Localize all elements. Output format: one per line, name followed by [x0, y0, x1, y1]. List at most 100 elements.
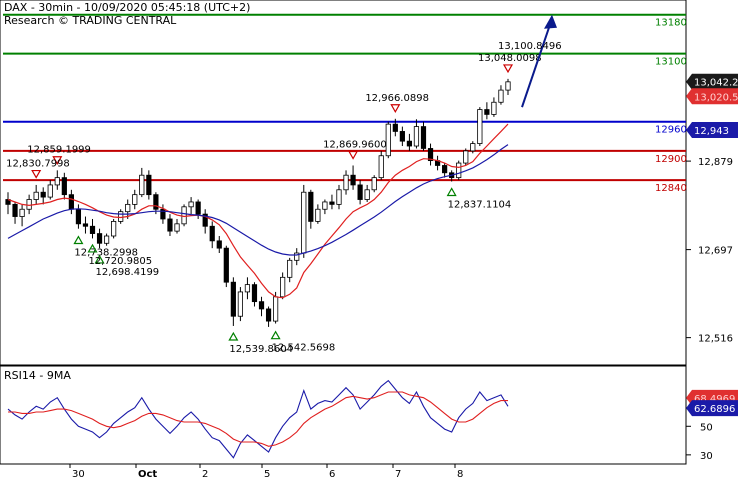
candle-body — [322, 201, 328, 210]
candle-body — [132, 194, 138, 205]
annotation-low: 12,837.1104 — [446, 187, 512, 210]
level-label-12840: 12840 — [655, 183, 687, 194]
candle — [280, 272, 286, 300]
candle — [406, 133, 413, 151]
candle-body — [491, 101, 497, 115]
target-arrow-line — [521, 18, 553, 108]
candle-body — [273, 296, 279, 322]
annotation-label: 12,738.2998 — [74, 248, 138, 259]
candle-body — [301, 191, 307, 254]
price-tag-blue: 12,943 — [686, 121, 738, 138]
candle-body — [498, 89, 504, 103]
annotation-high: 12,966.0898 — [365, 93, 429, 113]
candle — [392, 118, 398, 137]
price-tag-blue: 62.6896 — [686, 400, 738, 417]
candle-body — [223, 247, 229, 283]
candle-body — [392, 123, 398, 132]
candle — [118, 209, 124, 224]
candle-body — [308, 191, 314, 222]
annotation-label: 12,830.7998 — [6, 159, 70, 170]
candle-body — [484, 109, 490, 115]
price-annotations: 12,859.1999 12,869.9600 12,738.2998 12,698.… — [6, 53, 541, 355]
high-marker-icon — [52, 156, 63, 165]
candle-body — [103, 235, 110, 244]
annotation-label: 12,720.9805 — [89, 256, 153, 267]
candle — [26, 194, 32, 215]
candle-body — [399, 131, 405, 142]
candle-body — [82, 223, 89, 227]
ma-line-fast — [7, 123, 509, 299]
candle — [111, 218, 117, 239]
candle — [209, 221, 215, 249]
annotation-label: 12,869.9600 — [323, 139, 387, 150]
chart-title: DAX - 30min - 10/09/2020 05:45:18 (UTC+2… — [4, 1, 250, 14]
high-marker-icon — [348, 150, 359, 160]
candle-body — [146, 174, 152, 196]
rsi-plot-frame — [0, 365, 687, 465]
x-tick-label: 5 — [264, 469, 270, 480]
candle — [336, 184, 342, 210]
candle — [322, 199, 328, 215]
candle-body — [315, 208, 321, 222]
price-tag-text: 13,042.2 — [694, 78, 739, 89]
candle — [82, 216, 89, 234]
candle-body — [477, 109, 483, 144]
y-tick-label: 12,879 — [698, 157, 733, 168]
candle-body — [230, 281, 236, 317]
moving-average-lines — [7, 123, 509, 299]
candle-body — [336, 189, 342, 205]
candle — [308, 189, 314, 229]
candle-body — [456, 162, 462, 179]
annotation-label: 13,048.0098 — [478, 53, 542, 64]
price-tag-text: 13,020.5 — [694, 92, 739, 103]
candle-body — [160, 208, 166, 220]
candle-body — [343, 174, 349, 191]
candle-body — [329, 201, 335, 205]
candle — [371, 175, 377, 193]
annotation-label: 12,698.4199 — [96, 267, 160, 278]
candle-body — [139, 174, 145, 196]
candle — [470, 141, 476, 154]
candle — [223, 245, 229, 288]
target-arrow: 13,100.8496 — [498, 14, 562, 108]
candle — [357, 180, 363, 205]
annotation-low: 12,720.9805 — [87, 243, 153, 267]
price-tag-shape — [686, 73, 738, 90]
candle — [463, 148, 469, 166]
candle-body — [463, 150, 469, 164]
candle-body — [350, 174, 356, 186]
main-plot-frame — [0, 0, 687, 366]
candle — [132, 189, 138, 210]
candle-body — [181, 206, 187, 225]
candlestick-series — [5, 78, 511, 327]
price-tag-shape — [686, 88, 738, 105]
rsi-y-tick-label: 50 — [700, 422, 713, 433]
candle-body — [427, 148, 434, 162]
candle-body — [442, 165, 448, 174]
candle-body — [61, 177, 67, 196]
candle — [294, 248, 300, 266]
annotation-low: 12,698.4199 — [94, 254, 160, 278]
candle-body — [244, 284, 251, 293]
candle-body — [19, 208, 25, 217]
x-tick-label: 6 — [329, 469, 335, 480]
candle — [40, 187, 46, 205]
ma-line-slow — [7, 144, 509, 256]
candle-body — [125, 203, 131, 213]
level-label-13100: 13100 — [655, 57, 687, 68]
candle — [103, 233, 110, 246]
candle — [244, 277, 251, 300]
price-tag-dark: 13,042.2 — [686, 73, 739, 90]
candle-body — [371, 177, 377, 191]
candle — [230, 277, 236, 326]
rsi-title: RSI14 - 9MA — [4, 369, 71, 382]
candle-body — [153, 194, 159, 210]
candle — [216, 235, 222, 254]
annotation-label: 12,837.1104 — [448, 199, 512, 210]
candle — [456, 160, 462, 181]
candle-body — [406, 140, 413, 147]
candle — [477, 107, 483, 147]
